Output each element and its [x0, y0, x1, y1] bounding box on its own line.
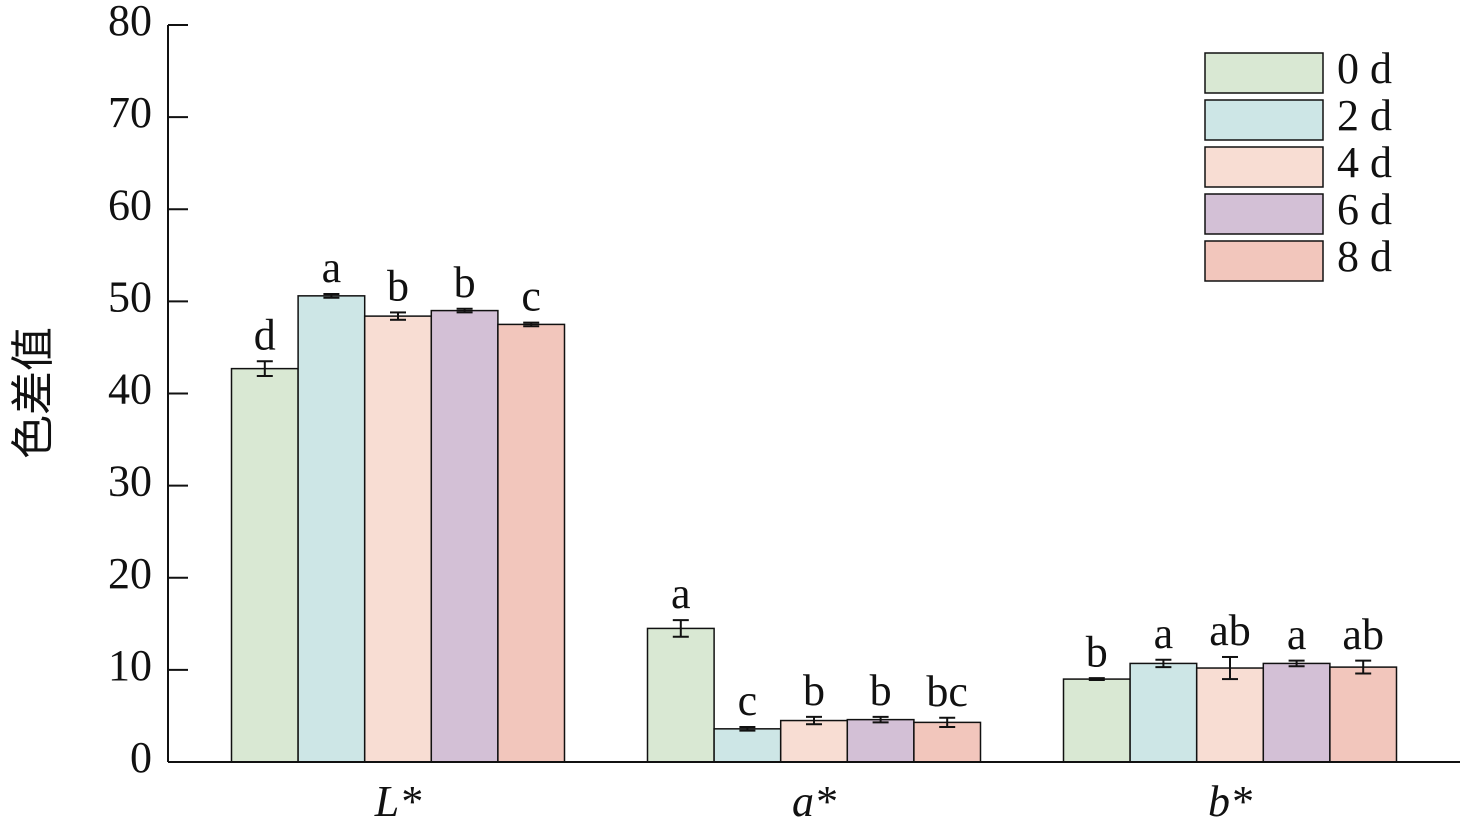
bar [1329, 666, 1398, 763]
error-bar [872, 715, 889, 724]
x-tick-label: L* [374, 777, 421, 824]
significance-letter: b [870, 666, 892, 715]
y-tick-label: 20 [108, 549, 152, 598]
significance-letter: ab [1209, 606, 1251, 655]
x-tick-label: a* [792, 777, 836, 824]
bar [1129, 662, 1198, 763]
y-tick-label: 50 [108, 272, 152, 321]
y-tick-label: 80 [108, 0, 152, 45]
bar [646, 627, 715, 763]
significance-letter: c [738, 676, 758, 725]
significance-letter: b [387, 262, 409, 311]
legend-label: 4 d [1337, 138, 1392, 187]
bar [1262, 662, 1331, 763]
error-bar [1088, 677, 1105, 682]
legend-label: 6 d [1337, 185, 1392, 234]
bar [497, 323, 566, 763]
bar [779, 719, 849, 763]
y-tick-label: 70 [108, 88, 152, 137]
y-axis-label: 色差值 [9, 327, 58, 459]
legend-swatch [1204, 240, 1324, 282]
legend-label: 0 d [1337, 44, 1392, 93]
y-tick-label: 0 [130, 733, 152, 782]
bar [430, 309, 499, 763]
bar [363, 315, 433, 763]
y-tick-label: 60 [108, 180, 152, 229]
error-bar [1222, 655, 1238, 681]
error-bar [323, 293, 340, 299]
significance-letter: b [454, 258, 476, 307]
error-bar [806, 715, 822, 726]
significance-letter: bc [926, 667, 968, 716]
significance-letter: b [803, 666, 825, 715]
x-tick-label: b* [1208, 777, 1252, 824]
y-tick-label: 40 [108, 365, 152, 414]
y-tick-label: 10 [108, 641, 152, 690]
bar [713, 728, 782, 763]
error-bar [739, 725, 756, 732]
significance-letter: ab [1342, 610, 1384, 659]
bar [297, 295, 366, 763]
error-bar [256, 360, 273, 377]
error-bar [523, 321, 540, 328]
legend-swatch [1204, 193, 1324, 235]
bar [913, 721, 982, 763]
legend-swatch [1204, 99, 1324, 141]
bar [1195, 667, 1265, 763]
legend-swatch [1204, 52, 1324, 94]
legend-label: 2 d [1337, 91, 1392, 140]
y-tick-label: 30 [108, 457, 152, 506]
error-bar [1288, 659, 1305, 668]
error-bar [672, 619, 689, 638]
error-bar [456, 307, 473, 314]
bar [230, 367, 299, 763]
significance-letter: a [322, 243, 342, 292]
bar [846, 718, 915, 763]
error-bar [1155, 658, 1172, 669]
significance-letter: a [1154, 609, 1174, 658]
error-bar [390, 311, 406, 321]
bar [1062, 678, 1131, 763]
error-bar [1355, 659, 1372, 675]
legend-swatch [1204, 146, 1324, 188]
legend-label: 8 d [1337, 232, 1392, 281]
significance-letter: c [521, 272, 541, 321]
significance-letter: a [1287, 610, 1307, 659]
significance-letter: a [671, 569, 691, 618]
error-bar [939, 716, 956, 728]
significance-letter: d [254, 310, 276, 359]
significance-letter: b [1086, 627, 1108, 676]
